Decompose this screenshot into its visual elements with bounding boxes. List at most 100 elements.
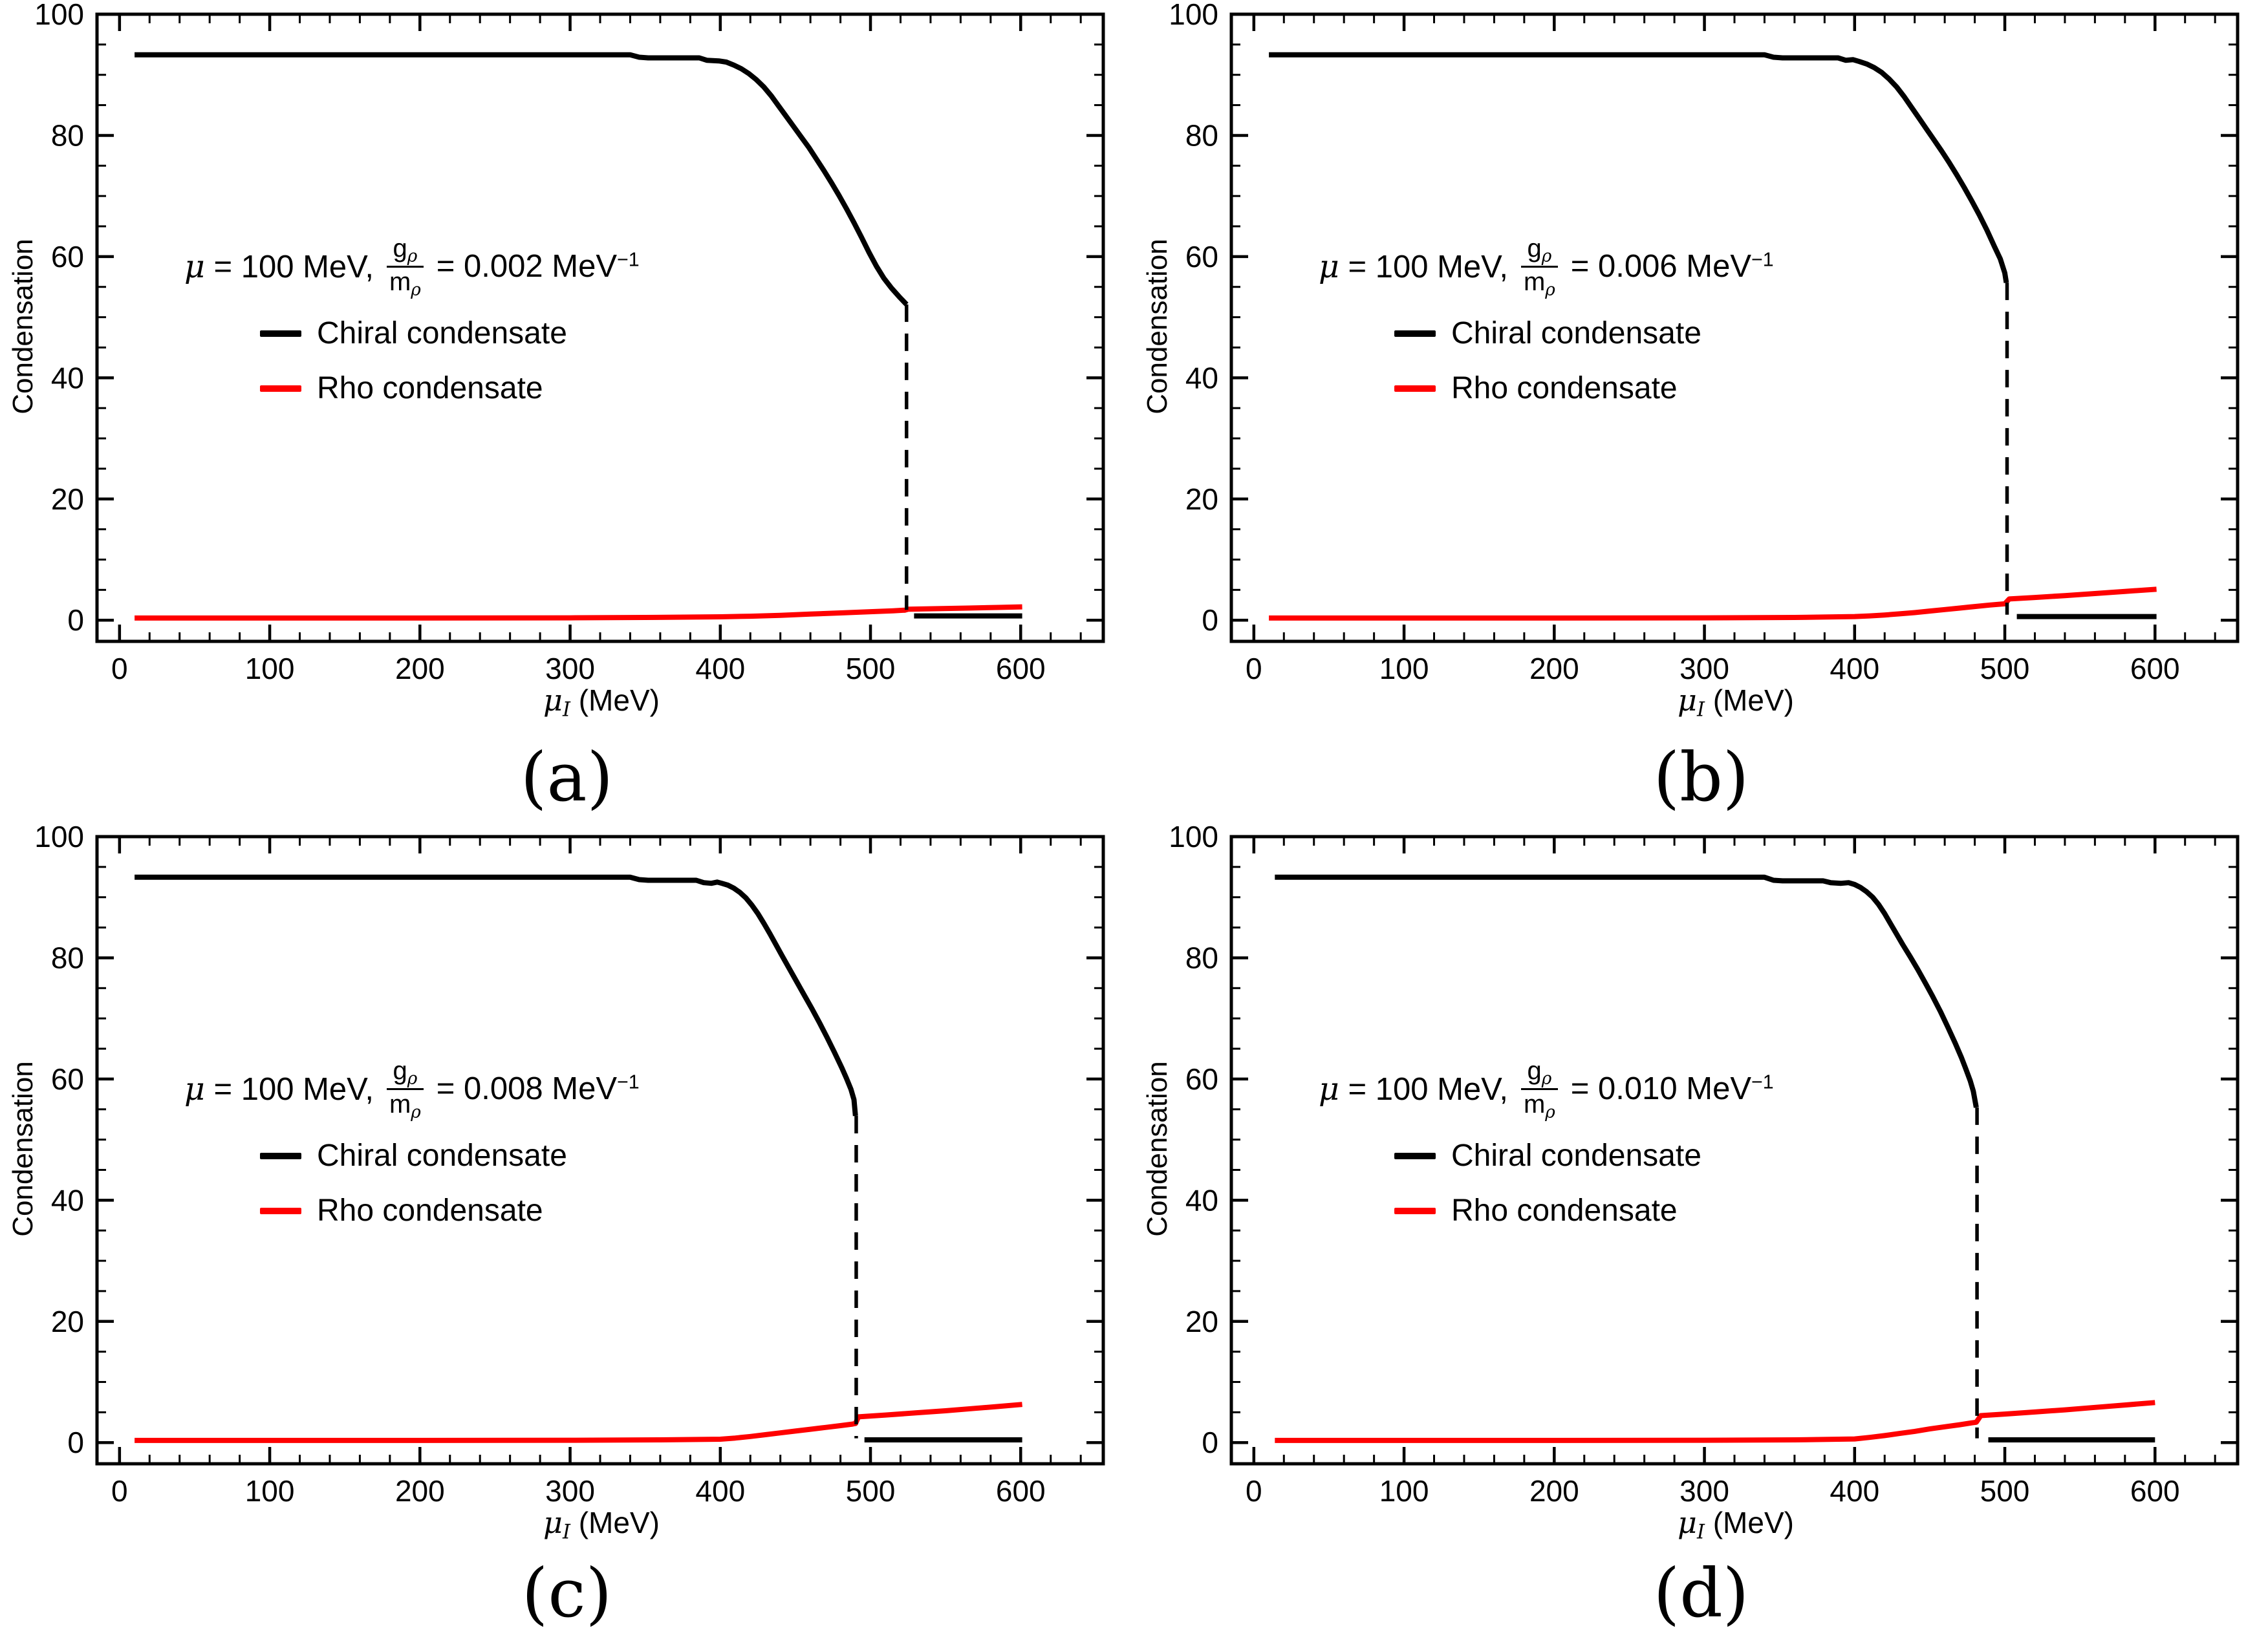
panel-a: 0 100 200 300 400 500 600 0 20 40 60 80 100 Condensa… bbox=[0, 0, 1134, 734]
y-tick-label: 20 bbox=[51, 482, 84, 516]
parameter-annotation-c: μ = 100 MeV, gρ mρ = 0.008 MeV−1 bbox=[184, 1056, 640, 1122]
x-tick-label: 0 bbox=[1246, 652, 1262, 685]
coupling-value: = 0.002 MeV bbox=[436, 249, 618, 284]
y-tick-label: 0 bbox=[1202, 1426, 1218, 1459]
legend-item-chiral: Chiral condensate bbox=[260, 316, 567, 351]
y-tick-label: 40 bbox=[1185, 1183, 1218, 1217]
fraction-denominator: mρ bbox=[386, 265, 424, 299]
y-tick-label: 20 bbox=[1185, 1305, 1218, 1338]
legend-label: Chiral condensate bbox=[1451, 1139, 1701, 1173]
parameter-annotation-a: μ = 100 MeV, gρ mρ = 0.002 MeV−1 bbox=[184, 234, 640, 299]
legend-d: Chiral condensate Rho condensate bbox=[1394, 1138, 1701, 1228]
x-tick-label: 100 bbox=[245, 1474, 295, 1508]
x-axis-label-c: μI (MeV) bbox=[543, 1505, 660, 1544]
x-tick-label: 400 bbox=[1830, 652, 1879, 685]
x-tick-label: 400 bbox=[695, 1474, 745, 1508]
x-tick-label: 100 bbox=[245, 652, 295, 685]
mu-subscript: I bbox=[562, 1521, 570, 1544]
plot-canvas-d: 0 100 200 300 400 500 600 0 20 40 60 80 100 bbox=[1169, 822, 2240, 1508]
mu-symbol: μ bbox=[1678, 683, 1697, 718]
mu-subscript: I bbox=[562, 698, 570, 722]
chiral-condensate-curve bbox=[1275, 874, 1979, 1108]
rho-condensate-curve bbox=[1275, 1400, 2155, 1443]
y-tick-label: 20 bbox=[51, 1305, 84, 1338]
y-axis-label-d: Condensation bbox=[1141, 1061, 1173, 1237]
unit-exponent: −1 bbox=[617, 1071, 640, 1093]
x-axis-label-b: μI (MeV) bbox=[1678, 683, 1794, 722]
legend-label: Rho condensate bbox=[1451, 1194, 1678, 1228]
fraction-numerator: gρ bbox=[1527, 1056, 1552, 1089]
legend-label: Rho condensate bbox=[317, 371, 543, 405]
mu-symbol: μ bbox=[184, 248, 205, 285]
panel-c: 0 100 200 300 400 500 600 0 20 40 60 80 100 Condensa… bbox=[0, 822, 1134, 1556]
legend-item-rho: Rho condensate bbox=[1394, 370, 1701, 406]
chiral-line-swatch bbox=[260, 1152, 301, 1159]
x-tick-label: 300 bbox=[1679, 652, 1729, 685]
legend-a: Chiral condensate Rho condensate bbox=[260, 316, 567, 406]
legend-item-rho: Rho condensate bbox=[1394, 1193, 1701, 1228]
x-tick-label: 600 bbox=[2130, 652, 2180, 685]
mu-symbol: μ bbox=[543, 1505, 563, 1540]
x-tick-label: 600 bbox=[996, 1474, 1046, 1508]
x-axis-label-a: μI (MeV) bbox=[543, 683, 660, 722]
y-tick-label: 60 bbox=[51, 1062, 84, 1096]
rho-line-swatch bbox=[1394, 385, 1436, 392]
y-tick-label: 100 bbox=[1169, 0, 1218, 31]
x-tick-label: 300 bbox=[545, 1474, 595, 1508]
plot-frame bbox=[95, 835, 1105, 1466]
unit-exponent: −1 bbox=[1751, 1071, 1774, 1093]
plot-canvas-a: 0 100 200 300 400 500 600 0 20 40 60 80 100 bbox=[34, 0, 1105, 685]
chiral-line-swatch bbox=[1394, 330, 1436, 337]
y-tick-label: 80 bbox=[1185, 941, 1218, 974]
chiral-condensate-curve bbox=[135, 52, 909, 306]
y-tick-label: 0 bbox=[67, 603, 84, 637]
y-tick-label: 40 bbox=[51, 361, 84, 394]
y-tick-label: 100 bbox=[34, 822, 84, 853]
legend-c: Chiral condensate Rho condensate bbox=[260, 1138, 567, 1228]
fraction-numerator: gρ bbox=[1527, 234, 1552, 266]
x-tick-label: 100 bbox=[1379, 652, 1429, 685]
mu-subscript: I bbox=[1696, 1521, 1705, 1544]
fraction-denominator: mρ bbox=[1520, 1087, 1558, 1122]
caption-a: (a) bbox=[520, 738, 614, 817]
rho-condensate-curve bbox=[135, 604, 1022, 621]
plot-frame bbox=[1229, 835, 2240, 1466]
legend-b: Chiral condensate Rho condensate bbox=[1394, 316, 1701, 406]
coupling-value: = 0.008 MeV bbox=[436, 1071, 618, 1107]
mu-symbol: μ bbox=[1319, 248, 1339, 285]
chiral-line-swatch bbox=[260, 330, 301, 337]
x-tick-label: 200 bbox=[395, 1474, 445, 1508]
x-tick-label: 500 bbox=[846, 1474, 896, 1508]
legend-item-rho: Rho condensate bbox=[260, 1193, 567, 1228]
x-tick-label: 300 bbox=[1679, 1474, 1729, 1508]
x-tick-label: 0 bbox=[1246, 1474, 1262, 1508]
legend-label: Chiral condensate bbox=[317, 1139, 567, 1173]
x-tick-label: 400 bbox=[695, 652, 745, 685]
y-tick-label: 100 bbox=[34, 0, 84, 31]
coupling-fraction: gρ mρ bbox=[386, 1056, 424, 1122]
y-tick-label: 0 bbox=[1202, 603, 1218, 637]
x-axis-unit: (MeV) bbox=[578, 1506, 660, 1539]
x-tick-label: 200 bbox=[395, 652, 445, 685]
legend-item-rho: Rho condensate bbox=[260, 370, 567, 406]
chiral-condensate-curve bbox=[135, 874, 858, 1117]
legend-label: Rho condensate bbox=[317, 1194, 543, 1228]
x-tick-label: 500 bbox=[846, 652, 896, 685]
x-axis-unit: (MeV) bbox=[1712, 1506, 1794, 1539]
x-tick-label: 600 bbox=[2130, 1474, 2180, 1508]
y-tick-label: 40 bbox=[51, 1183, 84, 1217]
y-tick-label: 80 bbox=[1185, 118, 1218, 152]
coupling-fraction: gρ mρ bbox=[386, 234, 424, 299]
y-tick-label: 80 bbox=[51, 941, 84, 974]
x-tick-label: 500 bbox=[1980, 1474, 2030, 1508]
x-tick-label: 0 bbox=[111, 652, 128, 685]
x-tick-label: 600 bbox=[996, 652, 1046, 685]
legend-label: Chiral condensate bbox=[1451, 316, 1701, 350]
y-tick-label: 60 bbox=[1185, 240, 1218, 273]
plot-canvas-b: 0 100 200 300 400 500 600 0 20 40 60 80 100 bbox=[1169, 0, 2240, 685]
unit-exponent: −1 bbox=[1751, 248, 1774, 271]
plot-canvas-c: 0 100 200 300 400 500 600 0 20 40 60 80 100 bbox=[34, 822, 1105, 1508]
caption-b: (b) bbox=[1653, 738, 1749, 817]
x-tick-label: 100 bbox=[1379, 1474, 1429, 1508]
